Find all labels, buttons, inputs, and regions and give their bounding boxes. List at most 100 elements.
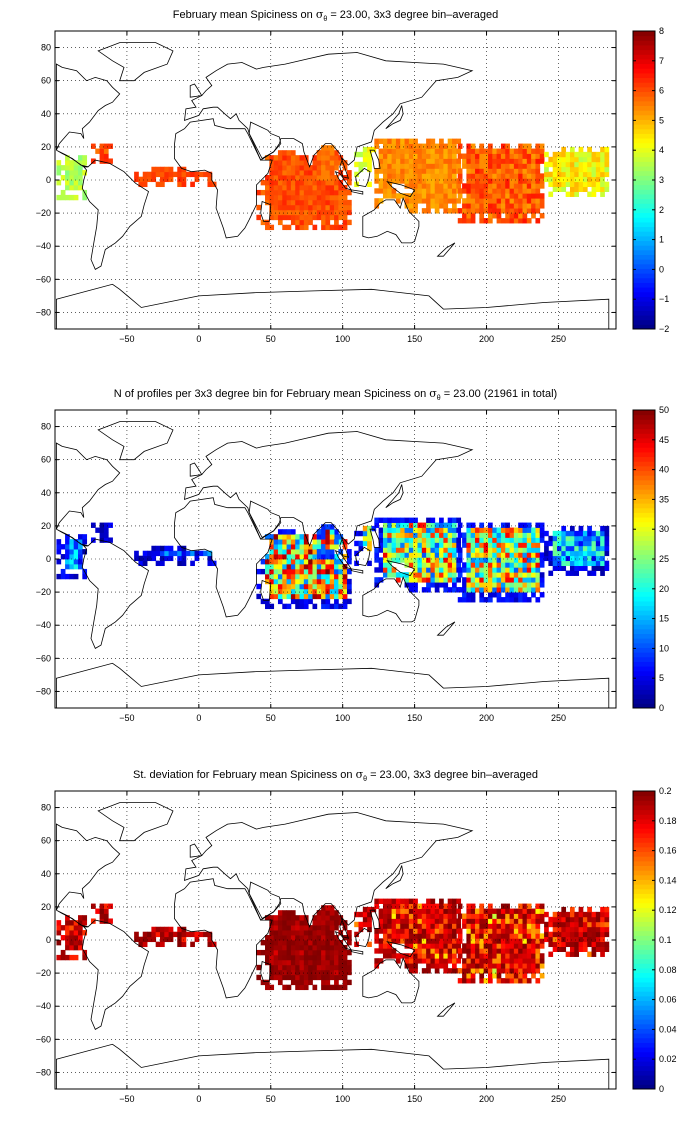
bin-cell [548,535,554,542]
bin-cell [400,928,405,934]
bin-cell [483,193,489,199]
bin-cell [483,183,489,189]
bin-cell [443,208,449,214]
bin-cell [447,903,453,909]
bin-cell [483,978,489,984]
bin-cell [430,963,436,969]
bin-cell [470,532,476,538]
bin-cell [443,143,449,149]
bin-cell [475,938,480,944]
bin-cell [487,557,493,563]
bin-cell [565,535,571,542]
bin-cell [452,208,457,214]
bin-cell [168,555,174,562]
bin-cell [439,193,444,199]
bin-cell [295,554,300,560]
bin-cell [265,189,270,196]
bin-cell [325,170,331,176]
bin-cell [347,559,352,565]
bin-cell [299,155,305,161]
bin-cell [426,173,431,179]
bin-cell [65,563,70,570]
bin-cell [578,946,584,952]
colorbar-swatch [633,963,655,969]
bin-cell [413,938,418,944]
bin-cell [421,968,427,974]
bin-cell [303,568,309,575]
bin-cell [462,567,467,573]
bin-cell [378,943,384,949]
bin-cell [413,532,418,538]
bin-cell [334,915,339,921]
colorbar-swatch [633,189,655,195]
bin-cell [378,898,384,904]
bin-cell [557,931,562,938]
bin-cell [168,936,174,943]
bin-cell [505,587,510,593]
bin-cell [413,562,418,568]
bin-cell [430,163,436,169]
bin-cell [483,567,489,573]
bin-cell [265,959,270,966]
y-tick-label: −60 [36,274,51,284]
bin-cell [500,218,506,224]
bin-cell [308,588,313,595]
bin-cell [395,153,401,159]
bin-cell [574,926,579,933]
bin-cell [325,984,331,991]
bin-cell [308,554,313,560]
bin-cell [382,522,388,528]
bin-cell [378,948,384,954]
bin-cell [303,204,309,211]
bin-cell [439,582,444,588]
bin-cell [430,958,436,964]
bin-cell [378,537,384,543]
colorbar-swatch [633,521,655,527]
bin-cell [308,598,313,605]
bin-cell [535,577,541,583]
bin-cell [303,944,309,951]
bin-cell [470,913,476,919]
bin-cell [282,150,287,156]
bin-cell [569,161,575,168]
bin-cell [565,921,571,928]
bin-cell [303,209,309,216]
bin-cell [338,563,344,570]
bin-cell [198,931,204,938]
bin-cell [426,522,431,528]
bin-cell [168,166,174,173]
bin-cell [587,921,592,928]
colorbar-swatch [633,410,655,416]
bin-cell [479,527,485,533]
bin-cell [269,954,275,961]
bin-cell [277,598,283,605]
coastline [97,802,174,842]
colorbar-swatch [633,846,655,853]
bin-cell [299,184,305,191]
bin-cell [595,936,601,943]
bin-cell [362,156,368,163]
bin-cell [417,948,423,954]
bin-cell [531,933,536,939]
bin-cell [417,183,423,189]
colorbar-swatch [633,661,655,667]
bin-cell [492,552,498,558]
bin-cell [312,920,318,926]
bin-cell [443,963,449,969]
bin-cell [303,219,309,226]
bin-cell [426,148,431,154]
bin-cell [509,527,515,533]
coastline [334,549,353,570]
bin-cell [413,908,418,914]
bin-cell [387,557,392,563]
bin-cell [334,184,339,191]
bin-cell [439,158,444,164]
x-tick-label: −50 [119,713,134,723]
bin-cell [290,209,296,216]
bin-cell [505,958,510,964]
data-cells [56,138,610,231]
bin-cell [374,582,380,588]
bin-cell [505,148,510,154]
bin-cell [321,588,326,595]
bin-cell [56,549,62,555]
